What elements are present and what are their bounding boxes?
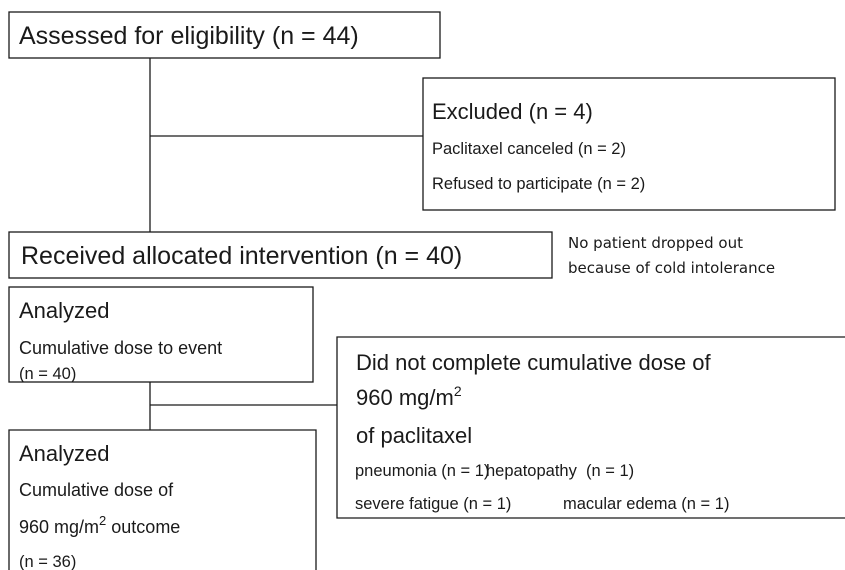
not-completed-title: Did not complete cumulative dose of xyxy=(356,350,712,375)
analyzed-outcome-box xyxy=(8,429,317,570)
reason: pneumonia (n = 1) xyxy=(355,462,489,480)
analyzed-line: (n = 36) xyxy=(19,553,76,570)
not-completed-box xyxy=(336,336,845,519)
received-box xyxy=(8,231,553,279)
reason: hepatopathy (n = 1) xyxy=(486,462,634,480)
note-line: because of cold intolerance xyxy=(568,259,775,277)
dose-superscript: 2 xyxy=(454,383,462,399)
assessed-label: Assessed for eligibility (n = 44) xyxy=(19,22,359,50)
not-completed-dose: 960 mg/m2 xyxy=(356,383,462,410)
excluded-title: Excluded (n = 4) xyxy=(432,99,593,124)
analyzed-dose: 960 mg/m2 outcome xyxy=(19,513,180,537)
analyzed-line: Cumulative dose to event xyxy=(19,338,222,358)
excluded-item: Paclitaxel canceled (n = 2) xyxy=(432,140,626,158)
reason: macular edema (n = 1) xyxy=(563,495,729,513)
note-line: No patient dropped out xyxy=(568,234,743,252)
analyzed-title: Analyzed xyxy=(19,298,110,323)
not-completed-title: of paclitaxel xyxy=(356,423,472,448)
dose-suffix: outcome xyxy=(106,517,180,537)
excluded-item: Refused to participate (n = 2) xyxy=(432,175,645,193)
analyzed-title: Analyzed xyxy=(19,441,110,466)
received-label: Received allocated intervention (n = 40) xyxy=(21,242,462,270)
analyzed-event-box xyxy=(8,286,314,383)
dose-superscript: 2 xyxy=(99,513,106,528)
excluded-box xyxy=(422,77,836,211)
assessed-box xyxy=(8,11,441,59)
analyzed-line: (n = 40) xyxy=(19,365,76,383)
reason: severe fatigue (n = 1) xyxy=(355,495,511,513)
analyzed-line: Cumulative dose of xyxy=(19,480,174,500)
dose: 960 mg/m xyxy=(356,385,454,410)
dose: 960 mg/m xyxy=(19,517,99,537)
